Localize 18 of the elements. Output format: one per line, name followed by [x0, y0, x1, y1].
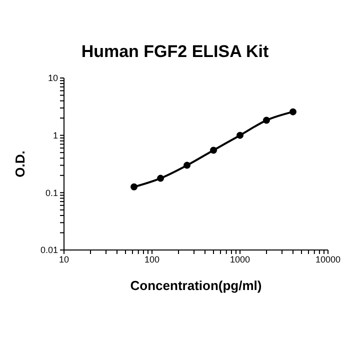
- point: [262, 116, 270, 124]
- point: [184, 162, 191, 169]
- point: [130, 183, 138, 190]
- y-tick-label: 1: [52, 130, 58, 141]
- point: [157, 174, 164, 182]
- x-axis-title: Concentration(pg/ml): [130, 278, 262, 293]
- x-tick-label: 1000: [230, 254, 250, 264]
- point: [210, 146, 218, 154]
- y-tick-label: 10: [48, 73, 58, 84]
- x-tick-label: 10: [58, 254, 70, 264]
- point: [236, 132, 244, 139]
- point: [289, 108, 296, 116]
- y-axis-title: O.D.: [12, 150, 28, 178]
- x-tick-label: 100: [144, 254, 160, 264]
- chart-title: Human FGF2 ELISA Kit: [80, 42, 270, 63]
- y-tick-label: 0.1: [45, 188, 58, 198]
- x-tick-label: 10000: [315, 254, 341, 264]
- y-tick-label: 0.01: [40, 245, 58, 256]
